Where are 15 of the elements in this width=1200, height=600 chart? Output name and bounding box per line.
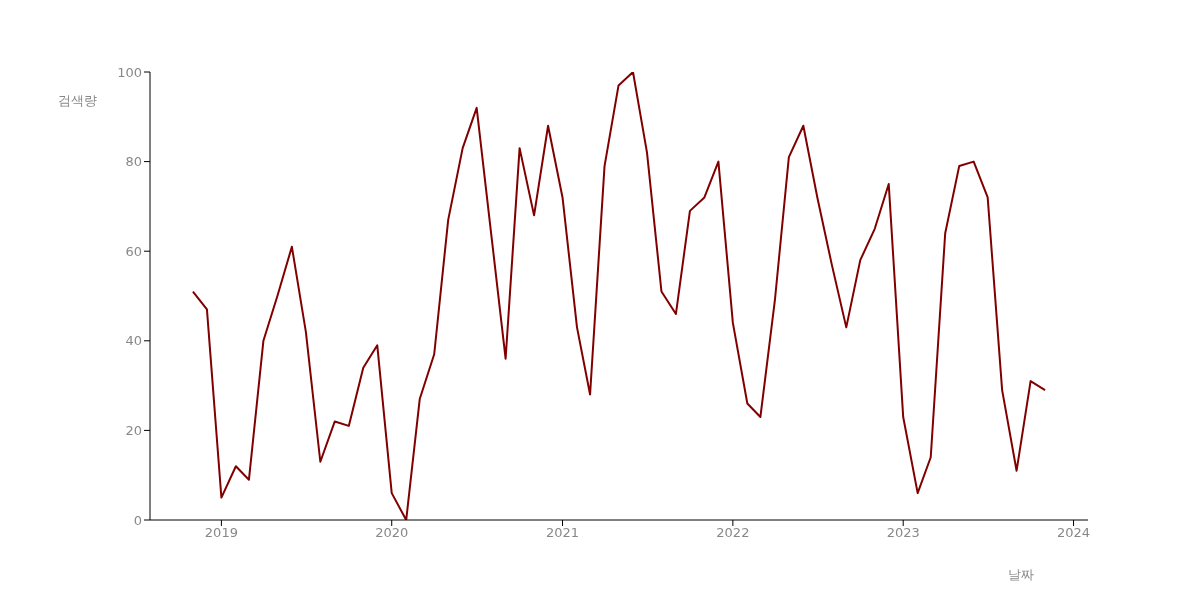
y-tick-label: 40 xyxy=(125,333,142,349)
x-tick-label: 2020 xyxy=(375,525,409,541)
y-tick-label: 60 xyxy=(125,243,142,259)
x-tick-label: 2021 xyxy=(545,525,580,541)
y-tick-label: 100 xyxy=(117,64,142,80)
y-tick-label: 20 xyxy=(125,423,142,439)
y-tick-label: 0 xyxy=(133,512,142,528)
x-tick-label: 2024 xyxy=(1056,525,1091,541)
y-tick-label: 80 xyxy=(125,154,142,170)
x-tick-label: 2022 xyxy=(716,525,750,541)
x-axis-title: 날짜 xyxy=(1008,566,1034,584)
x-tick-label: 2023 xyxy=(886,525,920,541)
y-axis-title: 검색량 xyxy=(58,92,97,110)
x-tick-label: 2019 xyxy=(204,525,238,541)
line-series xyxy=(191,72,1047,520)
